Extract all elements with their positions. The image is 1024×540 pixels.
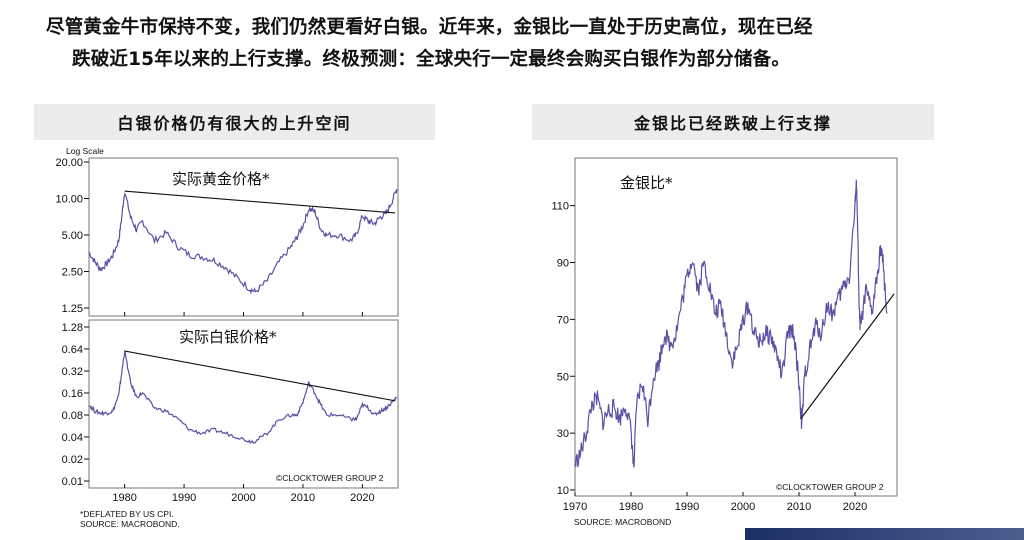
ratio-xtick-label: 2000 <box>731 501 755 513</box>
gold-chart: Log Scale 20.00 10.00 5.00 2.50 1.25 实际黄金价格* <box>55 146 399 317</box>
ratio-xtick-label: 2010 <box>787 501 811 513</box>
gold-ytick-label: 20.00 <box>55 157 83 169</box>
ratio-xtick-label: 1980 <box>619 501 643 513</box>
silver-ytick-label: 0.16 <box>62 388 83 400</box>
silver-xtick-label: 2000 <box>231 492 255 504</box>
silver-chart-title: 实际白银价格* <box>179 328 277 346</box>
silver-xtick-label: 1990 <box>172 492 196 504</box>
ratio-ytick-label: 110 <box>551 201 569 213</box>
right-footnote-source: SOURCE: MACROBOND <box>574 517 671 527</box>
ratio-chart: 110 90 70 50 30 10 1970 1980 1990 2000 2010 2020 金… <box>551 157 898 527</box>
ratio-xtick-label: 1970 <box>563 501 587 513</box>
silver-ytick-label: 0.04 <box>62 432 83 444</box>
silver-series-line <box>88 349 398 444</box>
ratio-chart-title: 金银比* <box>620 174 673 192</box>
silver-ytick-label: 0.01 <box>62 476 83 488</box>
log-scale-note: Log Scale <box>66 146 104 156</box>
silver-chart: 1.28 0.64 0.32 0.16 0.08 0.04 0.02 0.01 1980 199… <box>62 319 399 529</box>
ratio-xtick-label: 2020 <box>843 501 867 513</box>
ratio-series-line <box>574 179 888 468</box>
gold-ytick-label: 5.00 <box>62 230 83 242</box>
ratio-xtick-label: 1990 <box>675 501 699 513</box>
silver-ytick-label: 0.08 <box>62 410 83 422</box>
headline-line-2: 跌破近15年以来的上行支撑。终极预测：全球央行一定最终会购买白银作为部分储备。 <box>72 49 791 70</box>
left-footnote-deflated: *DEFLATED BY US CPI. <box>80 509 174 519</box>
gold-trendline <box>124 190 396 214</box>
left-watermark: ©CLOCKTOWER GROUP 2 <box>276 473 384 483</box>
gold-ytick-label: 1.25 <box>62 303 83 315</box>
silver-xtick-label: 2020 <box>350 492 374 504</box>
ratio-ytick-label: 90 <box>557 258 569 270</box>
silver-ytick-label: 0.64 <box>62 344 83 356</box>
left-footnote-source: SOURCE: MACROBOND. <box>80 519 180 529</box>
silver-xtick-label: 2010 <box>291 492 315 504</box>
silver-ytick-label: 0.32 <box>62 366 83 378</box>
ratio-ytick-label: 10 <box>557 485 569 497</box>
silver-trendline <box>124 350 396 402</box>
gold-series-line <box>88 188 398 295</box>
right-panel-title: 金银比已经跌破上行支撑 <box>532 104 934 140</box>
silver-xtick-label: 1980 <box>112 492 136 504</box>
right-watermark: ©CLOCKTOWER GROUP 2 <box>776 482 884 492</box>
ratio-ytick-label: 70 <box>557 314 569 326</box>
ratio-plot-frame <box>574 157 898 497</box>
ratio-trendline <box>800 293 895 420</box>
gold-ytick-label: 10.00 <box>55 194 83 206</box>
silver-ytick-label: 1.28 <box>62 322 83 334</box>
left-panel-title: 白银价格仍有很大的上升空间 <box>34 104 435 140</box>
ratio-ytick-label: 30 <box>557 428 569 440</box>
silver-ytick-label: 0.02 <box>62 454 83 466</box>
ratio-ytick-label: 50 <box>557 371 569 383</box>
gold-ytick-label: 2.50 <box>62 267 83 279</box>
footer-accent-bar <box>745 528 1024 540</box>
gold-chart-title: 实际黄金价格* <box>172 170 270 188</box>
headline-line-1: 尽管黄金牛市保持不变，我们仍然更看好白银。近年来，金银比一直处于历史高位，现在已… <box>46 17 813 38</box>
